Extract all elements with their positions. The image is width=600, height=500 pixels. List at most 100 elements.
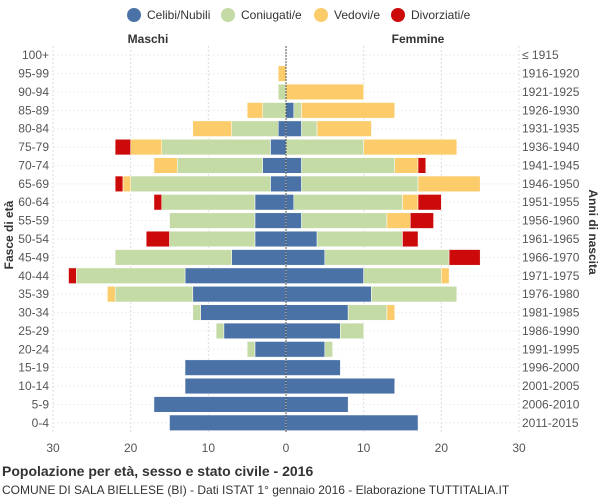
male-bar-vedovi-5 — [130, 139, 162, 156]
male-bar-celibi-9 — [254, 212, 287, 229]
age-group-label-13: 35-39 — [18, 287, 49, 301]
male-bar-coniugati-15 — [215, 322, 225, 339]
y-axis-title-left: Fasce di età — [2, 200, 16, 269]
legend-swatch-3 — [391, 8, 405, 22]
birth-year-label-19: 2006-2010 — [522, 397, 580, 411]
female-bar-divorziate-10 — [402, 230, 419, 248]
age-group-label-0: 100+ — [22, 48, 49, 62]
female-bar-nubili-11 — [285, 249, 326, 266]
x-tick-label-3: 0 — [283, 441, 290, 455]
female-bar-coniugate-14 — [347, 304, 388, 321]
female-bar-nubili-6 — [285, 157, 302, 174]
age-group-label-3: 85-89 — [18, 103, 49, 117]
male-bar-celibi-18 — [184, 377, 287, 395]
female-bar-vedove-12 — [441, 267, 450, 284]
male-bar-vedovi-13 — [107, 286, 116, 303]
female-bar-nubili-19 — [285, 396, 349, 413]
male-bar-divorziati-7 — [114, 175, 124, 192]
female-bar-coniugate-16 — [324, 341, 333, 358]
female-bar-divorziate-8 — [417, 194, 442, 211]
age-group-label-17: 15-19 — [18, 361, 49, 375]
x-tick-label-5: 20 — [435, 441, 449, 455]
female-bar-vedove-9 — [386, 212, 411, 229]
birth-year-label-18: 2001-2005 — [522, 379, 580, 393]
age-group-label-12: 40-44 — [18, 269, 49, 283]
female-bar-coniugate-5 — [285, 139, 364, 156]
male-bar-celibi-12 — [184, 267, 287, 284]
birth-year-label-5: 1936-1940 — [522, 140, 580, 154]
female-bar-nubili-9 — [285, 212, 302, 229]
legend-label-1: Coniugati/e — [241, 8, 302, 22]
age-group-label-19: 5-9 — [32, 397, 50, 411]
female-bar-vedove-7 — [417, 175, 481, 192]
female-bar-coniugate-3 — [293, 102, 302, 119]
age-group-label-7: 65-69 — [18, 177, 49, 191]
birth-year-label-16: 1991-1995 — [522, 342, 580, 356]
x-tick-label-0: 30 — [46, 441, 60, 455]
male-bar-vedovi-3 — [246, 102, 263, 119]
birth-year-label-0: ≤ 1915 — [522, 48, 559, 62]
legend-swatch-1 — [221, 8, 235, 22]
birth-year-label-20: 2011-2015 — [522, 416, 579, 430]
female-bar-nubili-16 — [285, 341, 326, 358]
male-bar-divorziati-10 — [145, 230, 170, 248]
legend-swatch-2 — [314, 8, 328, 22]
female-bar-nubili-20 — [285, 414, 419, 431]
male-bar-coniugati-12 — [76, 267, 186, 284]
female-bar-nubili-8 — [285, 194, 295, 211]
age-group-label-1: 95-99 — [18, 67, 49, 81]
female-bar-coniugate-6 — [301, 157, 395, 174]
male-bar-celibi-15 — [223, 322, 287, 339]
female-bar-vedove-8 — [402, 194, 419, 211]
female-bar-nubili-13 — [285, 286, 372, 303]
female-bar-divorziate-11 — [448, 249, 481, 266]
female-bar-vedove-4 — [316, 120, 372, 137]
female-bar-coniugate-13 — [371, 286, 458, 303]
age-group-label-2: 90-94 — [18, 85, 49, 99]
female-bar-coniugate-7 — [301, 175, 419, 192]
male-bar-coniugati-8 — [161, 194, 256, 211]
female-bar-nubili-10 — [285, 230, 318, 248]
male-bar-celibi-17 — [184, 359, 287, 376]
male-bar-coniugati-13 — [114, 286, 194, 303]
male-bar-celibi-5 — [270, 139, 287, 156]
male-bar-coniugati-14 — [192, 304, 201, 321]
male-bar-vedovi-4 — [192, 120, 232, 137]
male-bar-celibi-4 — [277, 120, 287, 137]
male-bar-celibi-7 — [270, 175, 287, 192]
female-bar-nubili-14 — [285, 304, 349, 321]
age-group-label-11: 45-49 — [18, 250, 49, 264]
male-bar-celibi-13 — [192, 286, 287, 303]
x-tick-label-1: 20 — [124, 441, 138, 455]
male-bar-vedovi-1 — [277, 65, 287, 82]
birth-year-label-12: 1971-1975 — [522, 269, 580, 283]
legend-label-0: Celibi/Nubili — [147, 8, 210, 22]
male-bar-coniugati-10 — [169, 230, 256, 248]
female-bar-nubili-17 — [285, 359, 341, 376]
x-tick-label-6: 30 — [512, 441, 526, 455]
male-bar-celibi-10 — [254, 230, 287, 248]
female-bar-nubili-7 — [285, 175, 302, 192]
female-bar-coniugate-4 — [301, 120, 318, 137]
legend-label-3: Divorziati/e — [411, 8, 471, 22]
male-bar-celibi-6 — [262, 157, 287, 174]
birth-year-label-2: 1921-1925 — [522, 85, 580, 99]
female-bar-vedove-5 — [363, 139, 458, 156]
age-group-label-15: 25-29 — [18, 324, 49, 338]
female-bar-nubili-15 — [285, 322, 341, 339]
male-bar-coniugati-3 — [262, 102, 287, 119]
female-bar-divorziate-6 — [417, 157, 427, 174]
female-bar-nubili-4 — [285, 120, 302, 137]
age-group-label-10: 50-54 — [18, 232, 49, 246]
chart-title: Popolazione per età, sesso e stato civil… — [2, 463, 313, 479]
female-bar-coniugate-15 — [340, 322, 364, 339]
female-bar-vedove-6 — [394, 157, 419, 174]
female-bar-nubili-12 — [285, 267, 364, 284]
birth-year-label-11: 1966-1970 — [522, 250, 580, 264]
age-group-label-16: 20-24 — [18, 342, 49, 356]
female-bar-coniugate-8 — [293, 194, 403, 211]
birth-year-label-13: 1976-1980 — [522, 287, 580, 301]
male-bar-celibi-14 — [200, 304, 287, 321]
age-group-label-20: 0-4 — [32, 416, 50, 430]
